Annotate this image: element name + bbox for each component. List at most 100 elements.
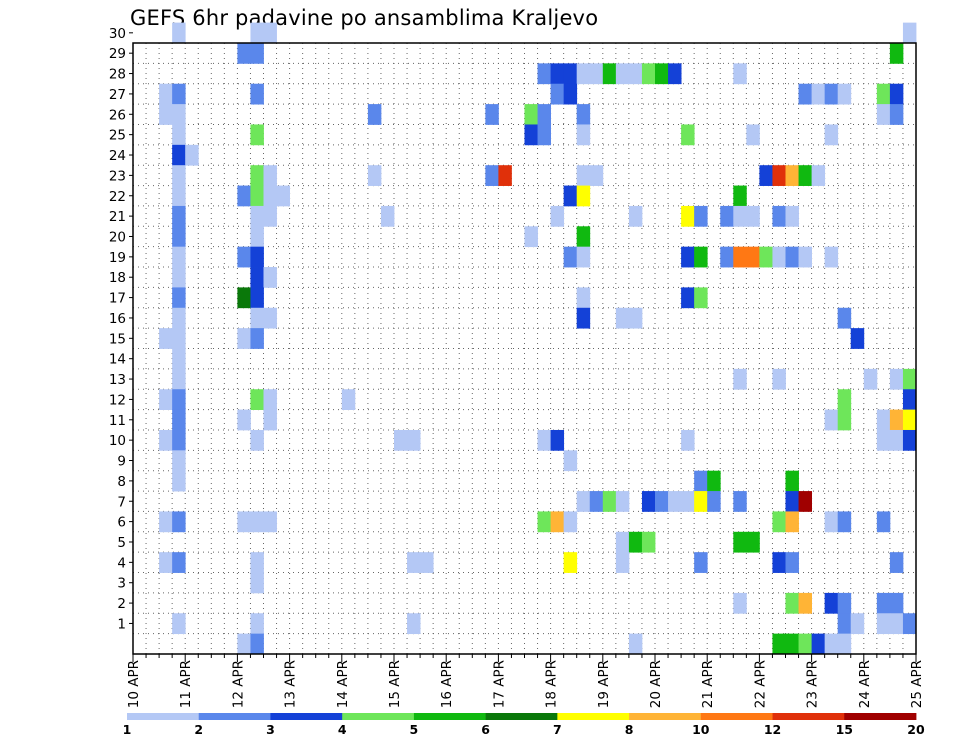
heatmap-cell bbox=[889, 368, 904, 390]
colorbar-segment bbox=[198, 713, 271, 720]
colorbar-label: 20 bbox=[907, 722, 925, 737]
heatmap-cell bbox=[811, 83, 826, 105]
heatmap-cell bbox=[837, 307, 852, 329]
heatmap-cell bbox=[772, 633, 786, 655]
colorbar-segment bbox=[844, 713, 917, 720]
heatmap-cell bbox=[550, 205, 565, 227]
colorbar-label: 2 bbox=[194, 722, 203, 737]
heatmap-cell bbox=[250, 124, 264, 146]
heatmap-cell bbox=[576, 185, 591, 207]
heatmap-cell bbox=[172, 165, 186, 186]
heatmap-cell bbox=[367, 104, 382, 125]
heatmap-cell bbox=[576, 124, 591, 146]
heatmap-cell bbox=[694, 246, 708, 268]
heatmap-cell bbox=[159, 511, 173, 533]
heatmap-cell bbox=[250, 287, 264, 309]
heatmap-cell bbox=[785, 246, 799, 268]
heatmap-cell bbox=[250, 389, 264, 410]
heatmap-cell bbox=[785, 592, 799, 614]
heatmap-cell bbox=[746, 246, 760, 268]
heatmap-cell bbox=[824, 83, 839, 105]
y-tick-label: 13 bbox=[109, 372, 126, 388]
heatmap-cell bbox=[824, 124, 839, 146]
heatmap-cell bbox=[681, 205, 695, 227]
heatmap-cell bbox=[798, 83, 812, 105]
heatmap-cell bbox=[733, 205, 747, 227]
y-tick-label: 8 bbox=[117, 474, 126, 490]
heatmap-cell bbox=[159, 328, 173, 349]
heatmap-cell bbox=[563, 246, 578, 268]
heatmap-cell bbox=[772, 511, 786, 533]
y-axis: 3029282726252423222120191817161514131211… bbox=[109, 26, 133, 632]
colorbar-label: 8 bbox=[625, 722, 634, 737]
x-tick-label: 11 APR bbox=[178, 660, 194, 708]
heatmap-cell bbox=[563, 511, 578, 533]
y-tick-label: 14 bbox=[109, 352, 126, 368]
heatmap-cell bbox=[615, 531, 630, 553]
heatmap-cell bbox=[576, 104, 591, 125]
x-tick-label: 23 APR bbox=[805, 660, 821, 708]
heatmap-cell bbox=[250, 633, 264, 655]
heatmap-cell bbox=[576, 246, 591, 268]
heatmap-cell bbox=[876, 429, 891, 451]
heatmap-cell bbox=[250, 328, 264, 349]
heatmap-cell bbox=[563, 185, 578, 207]
y-tick-label: 10 bbox=[109, 433, 126, 449]
heatmap-cell bbox=[250, 267, 264, 288]
heatmap-cell bbox=[172, 511, 186, 533]
heatmap-cell bbox=[550, 63, 565, 85]
heatmap-cell bbox=[889, 104, 904, 125]
heatmap-cell bbox=[641, 491, 656, 512]
heatmap-cell bbox=[524, 226, 538, 248]
heatmap-cell bbox=[250, 511, 264, 533]
heatmap-cell bbox=[707, 491, 721, 512]
heatmap-cell bbox=[172, 348, 186, 370]
heatmap-cell bbox=[237, 633, 251, 655]
y-tick-label: 19 bbox=[109, 250, 126, 266]
heatmap-cell bbox=[537, 104, 551, 125]
heatmap-cell bbox=[889, 552, 904, 573]
heatmap-cell bbox=[263, 307, 277, 329]
heatmap-cell bbox=[707, 470, 721, 492]
x-tick-label: 12 APR bbox=[230, 660, 246, 708]
heatmap-cell bbox=[798, 246, 812, 268]
colorbar-segment bbox=[629, 713, 702, 720]
heatmap-cell bbox=[172, 246, 186, 268]
heatmap-cell bbox=[889, 83, 904, 105]
heatmap-cell bbox=[159, 429, 173, 451]
chart-title: GEFS 6hr padavine po ansamblima Kraljevo bbox=[130, 6, 599, 30]
heatmap-cell bbox=[681, 491, 695, 512]
heatmap-cell bbox=[655, 491, 669, 512]
heatmap-cell bbox=[785, 491, 799, 512]
colorbar-segment bbox=[127, 713, 200, 720]
colorbar-segment bbox=[270, 713, 343, 720]
heatmap-cell bbox=[237, 409, 251, 431]
heatmap-cell bbox=[772, 552, 786, 573]
heatmap-cell bbox=[837, 409, 852, 431]
heatmap-cell bbox=[720, 246, 734, 268]
heatmap-cell bbox=[785, 511, 799, 533]
colorbar-segment bbox=[700, 713, 773, 720]
heatmap-cell bbox=[420, 552, 434, 573]
y-tick-label: 20 bbox=[109, 229, 126, 245]
heatmap-cell bbox=[720, 205, 734, 227]
heatmap-cell bbox=[628, 633, 643, 655]
heatmap-cell bbox=[902, 368, 917, 390]
heatmap-cell bbox=[407, 429, 421, 451]
heatmap-cell bbox=[733, 63, 747, 85]
heatmap-cell bbox=[902, 429, 917, 451]
heatmap-cell bbox=[837, 592, 852, 614]
heatmap-cell bbox=[681, 124, 695, 146]
heatmap-cell bbox=[863, 368, 878, 390]
heatmap-cell bbox=[837, 633, 852, 655]
heatmap-cell bbox=[694, 205, 708, 227]
heatmap-cell bbox=[172, 613, 186, 635]
heatmap-cell bbox=[889, 43, 904, 64]
heatmap-cell bbox=[172, 429, 186, 451]
heatmap-cell bbox=[172, 83, 186, 105]
heatmap-cell bbox=[250, 83, 264, 105]
heatmap-cell bbox=[250, 246, 264, 268]
heatmap-cell bbox=[772, 205, 786, 227]
heatmap-cell bbox=[485, 165, 499, 186]
heatmap-cell bbox=[537, 429, 551, 451]
